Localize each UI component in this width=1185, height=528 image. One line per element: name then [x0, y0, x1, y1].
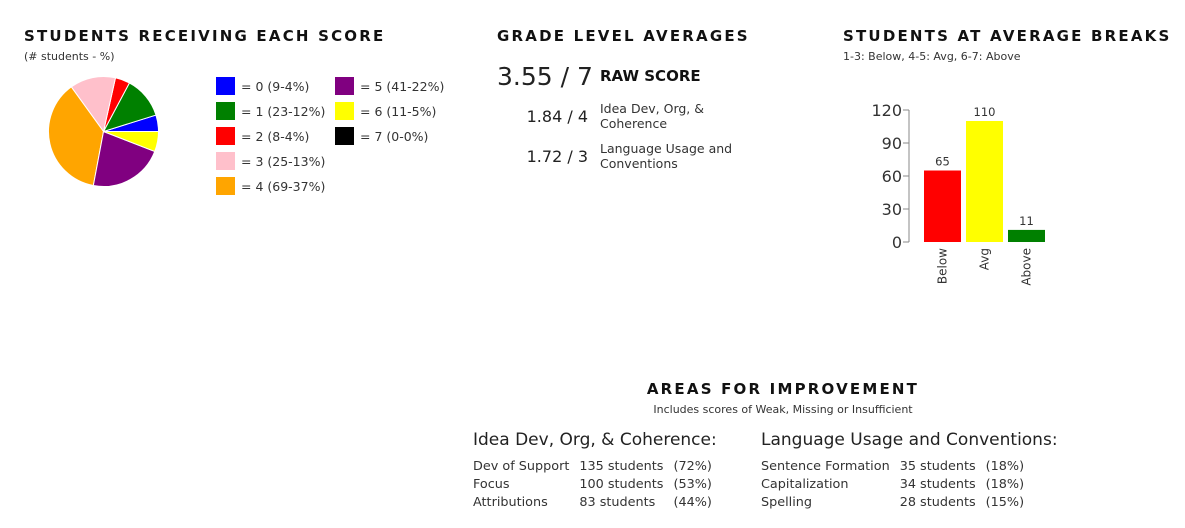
legend-swatch-2	[216, 127, 235, 145]
student-count: 100 students	[579, 476, 664, 492]
x-category-label: Avg	[978, 248, 992, 270]
language-usage-row: 1.72 / 3 Language Usage and Conventions	[497, 141, 760, 171]
pie-slice-6	[103, 131, 160, 153]
legend-swatch-0	[216, 77, 235, 95]
table-row: Sentence Formation 35 students (18%)	[761, 457, 1034, 475]
bar-above	[1008, 229, 1045, 242]
score-distribution-subtitle: (# students - %)	[24, 50, 115, 63]
y-tick-label: 60	[882, 167, 902, 186]
x-category-label: Above	[1020, 248, 1034, 286]
legend-swatch-3	[216, 152, 235, 170]
student-percent: (72%)	[673, 458, 712, 474]
legend-swatch-7	[335, 127, 354, 145]
language-usage-value: 1.72 / 3	[526, 146, 588, 166]
language-usage-label: Language Usage and Conventions	[600, 141, 733, 171]
improvement-table: Sentence Formation 35 students (18%) Cap…	[761, 457, 1034, 511]
y-tick-label: 0	[892, 233, 902, 252]
bar-data-label: 11	[1019, 214, 1034, 228]
average-breaks-section: STUDENTS AT AVERAGE BREAKS 1-3: Below, 4…	[843, 26, 1178, 316]
area-name: Focus	[473, 476, 510, 492]
idea-dev-label: Idea Dev, Org, & Coherence	[600, 101, 704, 131]
student-count: 28 students	[899, 494, 976, 510]
improvement-subtitle: Includes scores of Weak, Missing or Insu…	[653, 403, 913, 416]
student-count: 35 students	[899, 458, 976, 474]
pie-slice-5	[92, 130, 156, 187]
legend-label-6: = 6 (11-5%)	[360, 103, 437, 119]
legend-item-7: = 7 (0-0%)	[335, 127, 428, 145]
area-name: Spelling	[761, 494, 813, 510]
y-tick-label: 90	[882, 134, 902, 153]
table-row: Capitalization 34 students (18%)	[761, 475, 1034, 493]
legend-swatch-5	[335, 77, 354, 95]
area-name: Sentence Formation	[761, 458, 890, 474]
group-heading: Idea Dev, Org, & Coherence:	[473, 430, 717, 450]
student-percent: (15%)	[985, 494, 1025, 510]
y-tick-label: 120	[871, 101, 902, 120]
legend-item-2: = 2 (8-4%)	[216, 127, 309, 145]
idea-dev-row: 1.84 / 4 Idea Dev, Org, & Coherence	[497, 101, 740, 131]
bar-data-label: 65	[935, 155, 950, 169]
bar-avg	[966, 121, 1003, 242]
area-name: Capitalization	[761, 476, 849, 492]
legend-item-6: = 6 (11-5%)	[335, 102, 436, 120]
student-percent: (44%)	[673, 494, 712, 510]
average-breaks-title: STUDENTS AT AVERAGE BREAKS	[843, 27, 1172, 45]
legend-label-1: = 1 (23-12%)	[241, 103, 326, 119]
raw-score-label: RAW SCORE	[600, 67, 701, 85]
student-percent: (18%)	[985, 476, 1025, 492]
improvement-title: AREAS FOR IMPROVEMENT	[646, 380, 920, 398]
legend-label-4: = 4 (69-37%)	[241, 178, 326, 194]
legend-item-4: = 4 (69-37%)	[216, 177, 325, 195]
legend-label-3: = 3 (25-13%)	[241, 153, 326, 169]
area-name: Dev of Support	[473, 458, 570, 474]
grade-averages-title: GRADE LEVEL AVERAGES	[497, 27, 750, 45]
legend-swatch-4	[216, 177, 235, 195]
legend-item-0: = 0 (9-4%)	[216, 77, 309, 95]
improvement-section: AREAS FOR IMPROVEMENT Includes scores of…	[470, 380, 1170, 520]
legend-item-5: = 5 (41-22%)	[335, 77, 444, 95]
raw-score-row: 3.55 / 7 RAW SCORE	[497, 62, 701, 91]
student-count: 135 students	[579, 458, 664, 474]
legend-label-5: = 5 (41-22%)	[360, 78, 445, 94]
legend-item-1: = 1 (23-12%)	[216, 102, 325, 120]
score-distribution-title: STUDENTS RECEIVING EACH SCORE	[24, 27, 386, 45]
improvement-group-idea-dev: Idea Dev, Org, & Coherence: Dev of Suppo…	[473, 430, 722, 511]
table-row: Spelling 28 students (15%)	[761, 493, 1034, 511]
raw-score-value: 3.55 / 7	[497, 62, 593, 91]
student-count: 83 students	[579, 494, 656, 510]
score-pie-chart	[48, 76, 160, 187]
legend-label-7: = 7 (0-0%)	[360, 128, 429, 144]
area-name: Attributions	[473, 494, 548, 510]
idea-dev-value: 1.84 / 4	[526, 106, 588, 126]
legend-label-0: = 0 (9-4%)	[241, 78, 310, 94]
pie-slice-4	[48, 86, 105, 187]
y-tick-label: 30	[882, 200, 902, 219]
student-percent: (18%)	[985, 458, 1025, 474]
table-row: Attributions 83 students (44%)	[473, 493, 722, 511]
legend-item-3: = 3 (25-13%)	[216, 152, 325, 170]
table-row: Dev of Support 135 students (72%)	[473, 457, 722, 475]
grade-averages-section: GRADE LEVEL AVERAGES 3.55 / 7 RAW SCORE …	[497, 26, 787, 186]
legend-label-2: = 2 (8-4%)	[241, 128, 310, 144]
bar-data-label: 110	[974, 105, 996, 119]
average-breaks-subtitle: 1-3: Below, 4-5: Avg, 6-7: Above	[843, 50, 1021, 63]
improvement-group-language-usage: Language Usage and Conventions: Sentence…	[761, 430, 1058, 511]
student-percent: (53%)	[673, 476, 712, 492]
average-breaks-bar-chart: 0 30 60 90 120 65 Below 110 Avg 11 Above	[871, 101, 1045, 286]
table-row: Focus 100 students (53%)	[473, 475, 722, 493]
legend-swatch-1	[216, 102, 235, 120]
x-category-label: Below	[936, 248, 950, 284]
group-heading: Language Usage and Conventions:	[761, 430, 1058, 450]
bar-below	[924, 170, 961, 242]
legend-swatch-6	[335, 102, 354, 120]
improvement-table: Dev of Support 135 students (72%) Focus …	[473, 457, 722, 511]
score-distribution-section: STUDENTS RECEIVING EACH SCORE (# student…	[24, 26, 464, 226]
student-count: 34 students	[899, 476, 976, 492]
